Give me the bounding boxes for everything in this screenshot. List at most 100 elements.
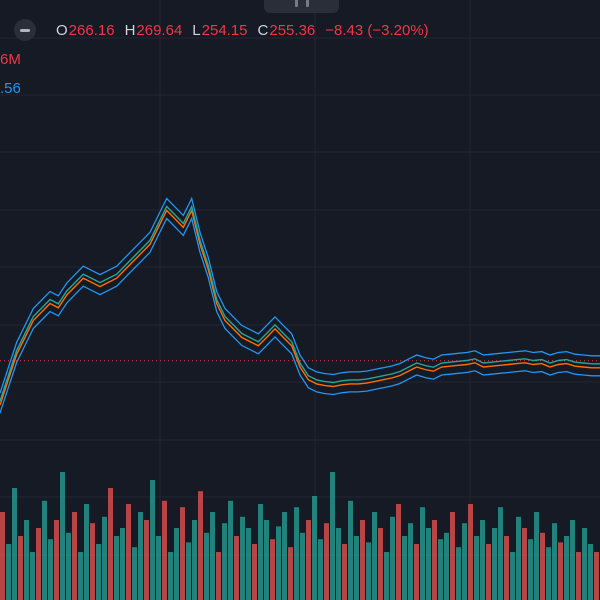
volume-bar [492, 528, 497, 600]
volume-bar [372, 512, 377, 600]
volume-bar [570, 520, 575, 600]
low-value: 254.15 [201, 21, 248, 39]
volume-bar [36, 528, 41, 600]
volume-bar [336, 528, 341, 600]
volume-bar [360, 520, 365, 600]
volume-bar [42, 500, 47, 600]
volume-bar [552, 523, 557, 600]
volume-bar [6, 544, 11, 600]
volume-bar [222, 523, 227, 600]
volume-bar [288, 547, 293, 600]
volume-bar [138, 512, 143, 600]
volume-histogram [0, 472, 599, 600]
ohlc-legend: O 266.16 H 269.64 L 254.15 C 255.36 −8.4… [14, 18, 429, 42]
volume-bar [432, 520, 437, 600]
volume-bar [18, 536, 23, 600]
volume-bar [30, 552, 35, 600]
tab-grip-icon [294, 0, 298, 7]
volume-bar [546, 547, 551, 600]
volume-bar [582, 528, 587, 600]
low-key: L [192, 21, 201, 39]
volume-bar [468, 504, 473, 600]
close-value: 255.36 [269, 21, 316, 39]
volume-bar [450, 512, 455, 600]
volume-bar [90, 523, 95, 600]
volume-bar [384, 552, 389, 600]
volume-bar [306, 520, 311, 600]
close-price-line [0, 204, 600, 402]
collapse-legend-icon[interactable] [14, 19, 36, 41]
open-value: 266.16 [68, 21, 115, 39]
bollinger-basis-line [0, 208, 600, 406]
volume-bar [402, 536, 407, 600]
volume-bar [420, 507, 425, 600]
volume-bar [114, 536, 119, 600]
volume-bar [414, 544, 419, 600]
volume-bar [48, 539, 53, 600]
volume-bar [150, 480, 155, 600]
volume-bar [252, 544, 257, 600]
volume-bar [258, 504, 263, 600]
volume-bar [198, 491, 203, 600]
volume-bar [498, 507, 503, 600]
volume-bar [516, 516, 521, 600]
change-value: −8.43 (−3.20%) [325, 21, 429, 39]
volume-bar [234, 536, 239, 600]
volume-bar [210, 512, 215, 600]
volume-bar [390, 516, 395, 600]
volume-bar [174, 528, 179, 600]
volume-bar [480, 520, 485, 600]
volume-bar [354, 536, 359, 600]
volume-bar [84, 504, 89, 600]
volume-bar [312, 496, 317, 600]
volume-bar [564, 536, 569, 600]
volume-bar [462, 523, 467, 600]
chart-top-tab[interactable] [264, 0, 339, 13]
volume-bar [228, 500, 233, 600]
volume-bar [576, 552, 581, 600]
volume-bar [342, 544, 347, 600]
volume-bar [504, 536, 509, 600]
volume-bar [0, 512, 5, 600]
volume-bar [522, 528, 527, 600]
volume-bar [102, 516, 107, 600]
volume-bar [594, 552, 599, 600]
volume-bar [144, 520, 149, 600]
volume-legend-value: 6M [0, 51, 21, 68]
volume-bar [156, 536, 161, 600]
volume-bar [378, 528, 383, 600]
volume-bar [366, 542, 371, 600]
open-key: O [56, 21, 68, 39]
volume-bar [438, 539, 443, 600]
volume-bar [486, 544, 491, 600]
volume-bar [558, 542, 563, 600]
volume-bar [396, 504, 401, 600]
volume-bar [456, 547, 461, 600]
volume-bar [192, 520, 197, 600]
volume-bar [54, 520, 59, 600]
bollinger-upper-line [0, 196, 600, 394]
volume-bar [510, 552, 515, 600]
volume-bar [66, 532, 71, 600]
volume-bar [216, 552, 221, 600]
volume-bar [78, 552, 83, 600]
bollinger-legend-value: .56 [0, 80, 21, 97]
volume-bar [240, 516, 245, 600]
volume-bar [72, 512, 77, 600]
bollinger-lower-line [0, 216, 600, 414]
volume-bar [534, 512, 539, 600]
volume-bar [474, 536, 479, 600]
volume-bar [408, 523, 413, 600]
volume-bar [96, 544, 101, 600]
close-key: C [257, 21, 269, 39]
volume-bar [204, 532, 209, 600]
volume-bar [186, 542, 191, 600]
volume-bar [294, 507, 299, 600]
high-value: 269.64 [136, 21, 183, 39]
volume-bar [162, 500, 167, 600]
volume-bar [108, 488, 113, 600]
price-series [0, 196, 600, 414]
volume-bar [168, 552, 173, 600]
volume-bar [270, 539, 275, 600]
